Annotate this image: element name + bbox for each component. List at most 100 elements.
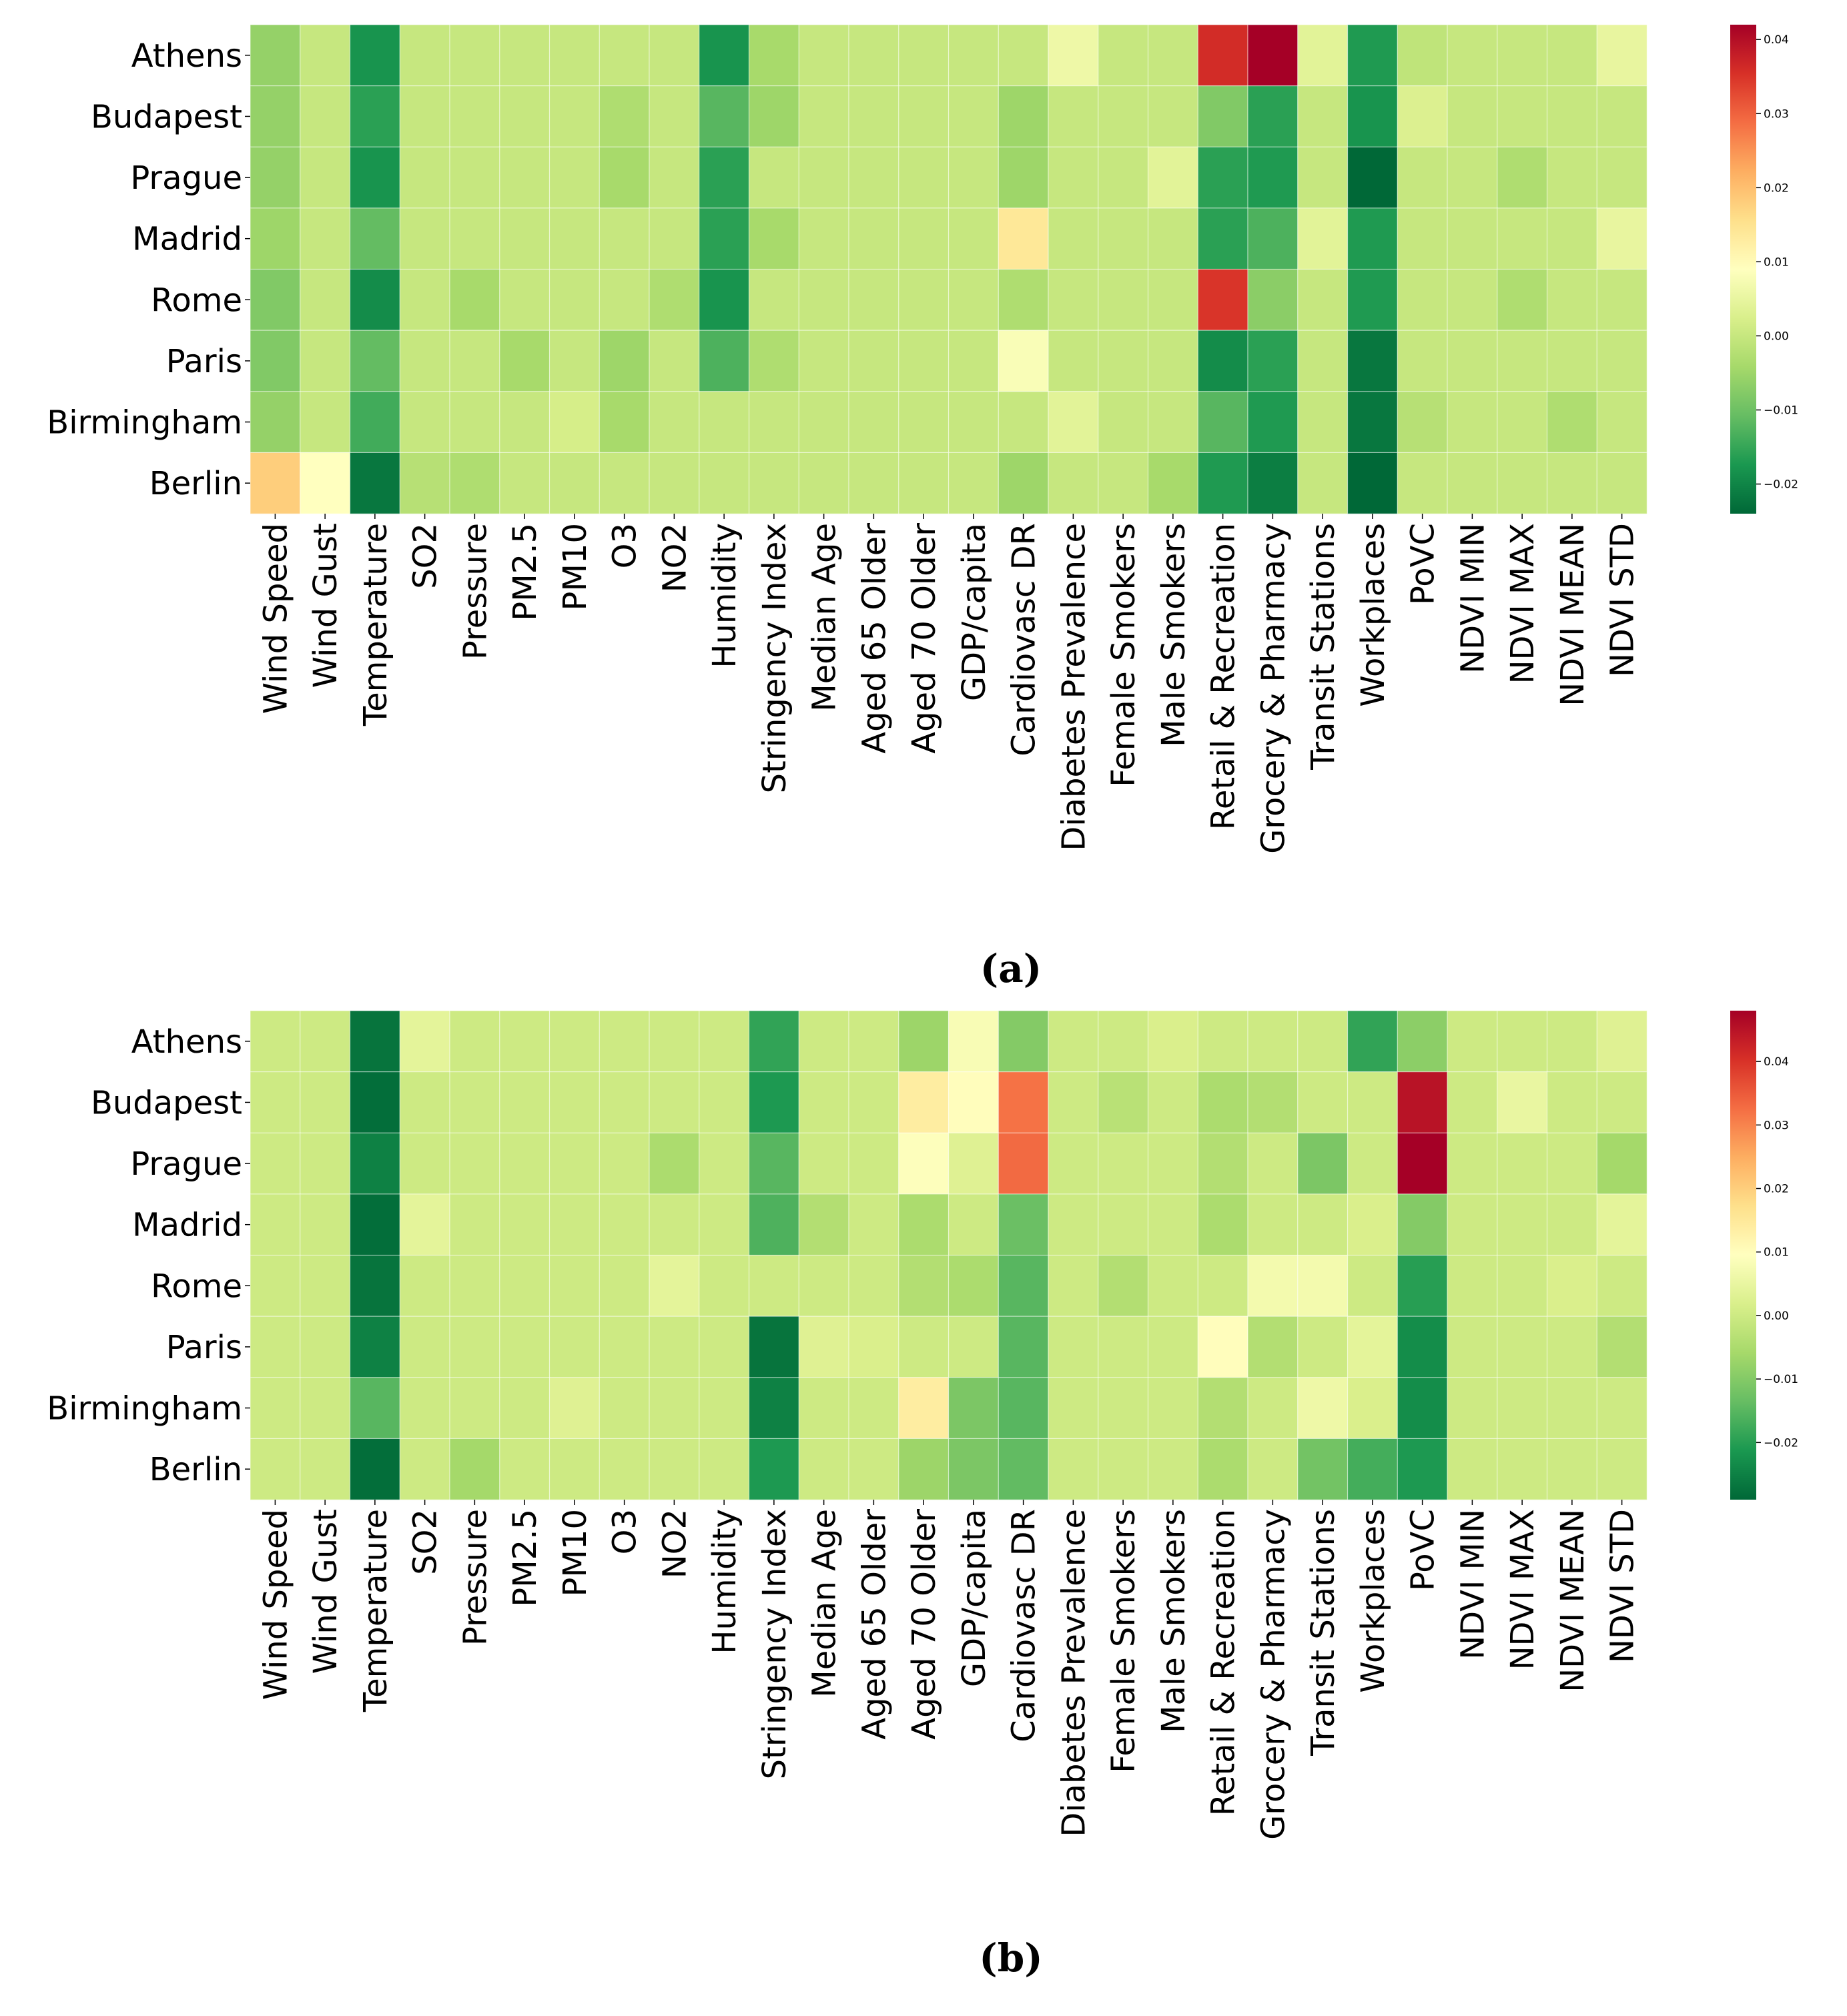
column-label-grocery-pharmacy: Grocery & Pharmacy — [1254, 1509, 1292, 1840]
heatmap-cell: Berlin / NDVI MEAN: 0 — [1546, 452, 1598, 514]
heatmap-cell: Birmingham / Temperature: -0.015 — [349, 1377, 401, 1440]
heatmap-cell: Budapest / Retail & Recreation: -0.005 — [1197, 1071, 1248, 1134]
heatmap-cell: Budapest / Pressure: 0 — [449, 85, 500, 148]
heatmap-cell: Prague / NO2: -0.005 — [649, 1132, 700, 1195]
heatmap-cell: Rome / Aged 65 Older: 0 — [848, 1254, 899, 1318]
heatmap-cell: Rome / Female Smokers: 0 — [1098, 268, 1149, 332]
heatmap-cell: Athens / Stringency Index: -0.019 — [748, 1010, 800, 1073]
heatmap-cell: Paris / Stringency Index: -0.027 — [748, 1316, 800, 1378]
heatmap-cell: Birmingham / Wind Speed: -0.006 — [250, 391, 301, 454]
heatmap-cell: Paris / NO2: 0 — [649, 330, 700, 392]
heatmap-cell: Madrid / Female Smokers: 0 — [1098, 207, 1149, 270]
heatmap-cell: Rome / Humidity: -0.018 — [699, 268, 750, 332]
column-label-humidity: Humidity — [706, 523, 743, 668]
heatmap-cell: Berlin / Male Smokers: 0 — [1147, 1438, 1199, 1500]
heatmap-cell: Prague / O3: 0 — [599, 1132, 650, 1195]
heatmap-cell: Madrid / PM10: 0 — [548, 1193, 601, 1256]
heatmap-cell: Madrid / PM2.5: 0 — [499, 207, 550, 270]
heatmap-cell: Paris / Wind Speed: 0 — [250, 1316, 301, 1378]
heatmap-cell: Athens / GDP/capita: 0 — [948, 24, 1000, 87]
heatmap-cell: Paris / NDVI MAX: 0 — [1497, 1316, 1548, 1378]
heatmap-cell: Rome / NDVI MAX: -0.003 — [1497, 268, 1548, 332]
column-label-retail-recreation: Retail & Recreation — [1205, 523, 1242, 830]
heatmap-cell: Birmingham / Transit Stations: 0 — [1297, 391, 1349, 454]
row-label-budapest: Budapest — [91, 1084, 242, 1121]
heatmap-cell: Paris / Aged 70 Older: 0 — [898, 330, 950, 392]
heatmap-cell: Athens / NDVI MIN: 0 — [1447, 24, 1498, 87]
heatmap-cell: Prague / NDVI STD: -0.006 — [1596, 1132, 1647, 1195]
heatmap-cell: Birmingham / Pressure: 0 — [449, 391, 500, 454]
heatmap-cell: Berlin / Cardiovasc DR: -0.005 — [998, 452, 1049, 514]
heatmap-cell: Birmingham / Median Age: 0 — [798, 391, 849, 454]
heatmap-cell: Birmingham / NO2: 0 — [649, 391, 700, 454]
heatmap-cell: Rome / Diabetes Prevalence: 0 — [1048, 268, 1099, 332]
column-label-transit-stations: Transit Stations — [1305, 1509, 1342, 1756]
heatmap-cell: Budapest / PoVC: 0.003 — [1397, 85, 1448, 148]
row-label-paris: Paris — [166, 343, 242, 380]
heatmap-cell: Birmingham / Retail & Recreation: -0.004 — [1197, 1377, 1248, 1440]
heatmap-cell: Rome / Workplaces: -0.017 — [1347, 268, 1399, 332]
heatmap-cell: Madrid / GDP/capita: 0 — [948, 207, 1000, 270]
heatmap-cell: Birmingham / Humidity: 0 — [699, 1377, 750, 1440]
row-label-madrid: Madrid — [132, 221, 242, 258]
heatmap-cell: Madrid / Stringency Index: -0.004 — [748, 207, 800, 270]
heatmap-cell: Rome / Pressure: -0.004 — [449, 268, 500, 332]
heatmap-cell: Rome / Retail & Recreation: 0 — [1197, 1254, 1248, 1318]
heatmap-cell: Athens / NO2: 0 — [649, 1010, 700, 1073]
heatmap-cell: Budapest / Female Smokers: 0 — [1098, 85, 1149, 148]
colorbar-tick-label: 0.00 — [1764, 1310, 1789, 1323]
heatmap-cell: Berlin / Aged 65 Older: 0 — [848, 452, 899, 514]
heatmap-cell: Athens / Humidity: -0.018 — [699, 24, 750, 87]
heatmap-cell: Athens / Female Smokers: 0 — [1098, 1010, 1149, 1073]
heatmap-cell: Prague / NO2: 0 — [649, 146, 700, 209]
heatmap-cell: Athens / Cardiovasc DR: 0 — [998, 24, 1049, 87]
heatmap-cell: Budapest / Temperature: -0.028 — [349, 1071, 401, 1134]
heatmap-cell: Budapest / SO2: 0 — [399, 85, 450, 148]
heatmap-cell: Paris / NDVI MIN: 0 — [1447, 330, 1498, 392]
column-label-aged-70-older: Aged 70 Older — [905, 1509, 943, 1740]
heatmap-cell: Berlin / Temperature: -0.022 — [349, 452, 401, 514]
heatmap-cell: Madrid / NDVI MAX: 0 — [1497, 207, 1548, 270]
heatmap-cell: Birmingham / Female Smokers: 0 — [1098, 1377, 1149, 1440]
heatmap-cell: Rome / O3: 0 — [599, 268, 650, 332]
heatmap-cell: Birmingham / Wind Speed: 0 — [250, 1377, 301, 1440]
heatmap-cell: Athens / Temperature: -0.027 — [349, 1010, 401, 1073]
heatmap-cell: Paris / Female Smokers: 0 — [1098, 1316, 1149, 1378]
heatmap-cell: Paris / NDVI MAX: 0 — [1497, 330, 1548, 392]
heatmap-cell: Birmingham / NDVI MAX: 0 — [1497, 391, 1548, 454]
heatmap-cell: Athens / PoVC: -0.001 — [1397, 24, 1448, 87]
heatmap-cell: Madrid / Workplaces: 0.002 — [1347, 1193, 1399, 1256]
heatmap-cell: Paris / NDVI MEAN: 0 — [1546, 330, 1598, 392]
heatmap-cell: Paris / NDVI MEAN: 0 — [1546, 1316, 1598, 1378]
colorbar-tick-label: −0.02 — [1764, 1436, 1798, 1450]
colorbar-tick-label: 0.03 — [1764, 107, 1789, 121]
heatmap-cell: Budapest / Temperature: -0.016 — [349, 85, 401, 148]
heatmap-cell: Paris / NDVI STD: 0 — [1596, 330, 1647, 392]
heatmap-cell: Birmingham / PoVC: -0.023 — [1397, 1377, 1448, 1440]
heatmap-cell: Prague / NDVI MAX: 0 — [1497, 1132, 1548, 1195]
heatmap-cell: Budapest / Median Age: 0 — [798, 85, 849, 148]
heatmap-cell: Madrid / PM10: 0 — [548, 207, 601, 270]
heatmap-cell: Paris / Male Smokers: 0 — [1147, 330, 1199, 392]
heatmap-cell: Athens / Aged 70 Older: 0 — [898, 24, 950, 87]
heatmap-cell: Birmingham / SO2: 0 — [399, 1377, 450, 1440]
heatmap-cell: Madrid / Female Smokers: 0 — [1098, 1193, 1149, 1256]
heatmap-cell: Prague / Cardiovasc DR: -0.005 — [998, 146, 1049, 209]
heatmap-cell: Paris / Aged 70 Older: 0 — [898, 1316, 950, 1378]
heatmap-cell: Prague / PM2.5: 0 — [499, 1132, 550, 1195]
heatmap-cell: Madrid / NDVI MAX: 0 — [1497, 1193, 1548, 1256]
heatmap-cell: Budapest / Male Smokers: 0 — [1147, 85, 1199, 148]
heatmap-cell: Berlin / PoVC: 0 — [1397, 452, 1448, 514]
heatmap-cell: Paris / Stringency Index: -0.003 — [748, 330, 800, 392]
heatmap-cell: Berlin / Cardiovasc DR: -0.014 — [998, 1438, 1049, 1500]
heatmap-cell: Madrid / Pressure: 0 — [449, 207, 500, 270]
heatmap-cell: Paris / Workplaces: 0.004 — [1347, 1316, 1399, 1378]
heatmap-cell: Birmingham / PoVC: -0.002 — [1397, 391, 1448, 454]
heatmap-cell: Prague / Retail & Recreation: -0.016 — [1197, 146, 1248, 209]
row-label-prague: Prague — [130, 159, 242, 197]
heatmap-cell: Rome / Female Smokers: -0.004 — [1098, 1254, 1149, 1318]
heatmap-cell: Berlin / Retail & Recreation: -0.017 — [1197, 452, 1248, 514]
heatmap-cell: Madrid / Pressure: 0 — [449, 1193, 500, 1256]
heatmap-cell: Madrid / NDVI MEAN: 0 — [1546, 1193, 1598, 1256]
heatmap-cell: Madrid / Retail & Recreation: -0.016 — [1197, 207, 1248, 270]
